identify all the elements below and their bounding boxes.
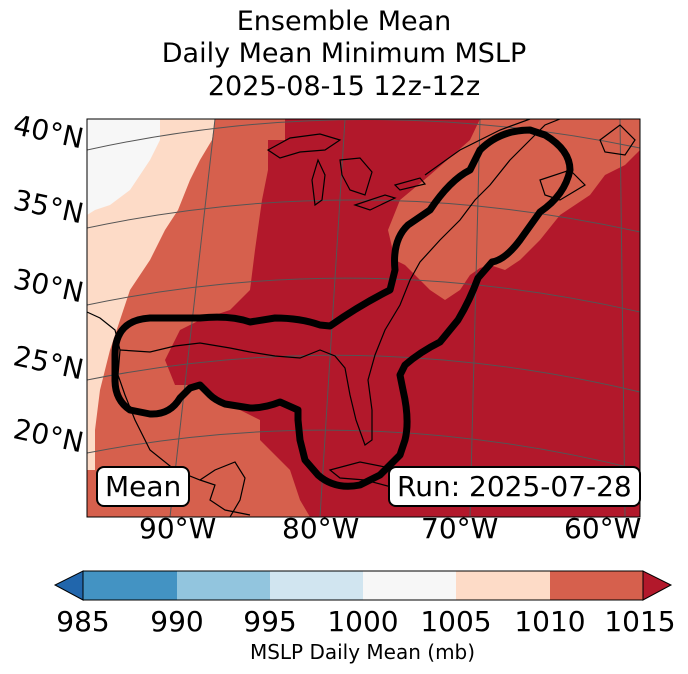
latitude-gridline-35n xyxy=(87,199,640,233)
colorbar-frame xyxy=(82,570,644,601)
longitude-gridline-60w xyxy=(619,119,626,517)
pressure-field-1005-1010 xyxy=(87,119,215,470)
coastline-gulf-north xyxy=(119,119,561,446)
colorbar-bin-1005-1010 xyxy=(456,571,550,600)
colorbar-tick-1000: 1000 xyxy=(327,605,399,638)
mean-badge: Mean xyxy=(96,466,191,507)
pressure-field-1010-1015-east xyxy=(388,119,640,300)
title-line-3: 2025-08-15 12z-12z xyxy=(207,71,481,102)
map-plot-area xyxy=(87,119,640,517)
mslp-contour-outline xyxy=(111,126,574,490)
latitude-gridlines xyxy=(87,119,640,471)
colorbar-extend-high xyxy=(642,570,673,601)
coastline-lake-huron xyxy=(339,157,373,196)
colorbar-bin-995-1000 xyxy=(270,571,363,600)
pressure-field-1000-1005 xyxy=(87,119,160,215)
colorbar-bin-1000-1005 xyxy=(363,571,456,600)
colorbar-bin-985-990 xyxy=(83,571,177,600)
lon-label-80w: 80°W xyxy=(282,512,360,545)
colorbar-tick-995: 995 xyxy=(243,605,297,638)
colorbar-tick-1010: 1010 xyxy=(514,605,586,638)
latitude-gridline-30n xyxy=(87,277,640,313)
title-line-1: Ensemble Mean xyxy=(236,6,452,37)
longitude-gridlines xyxy=(169,119,626,517)
colorbar-tick-1015: 1015 xyxy=(604,605,676,638)
coastline-yucatan xyxy=(199,461,246,517)
lon-label-90w: 90°W xyxy=(139,512,217,545)
coastline-st-lawrence xyxy=(424,119,531,176)
run-date-badge: Run: 2025-07-28 xyxy=(388,466,641,507)
colorbar-tick-990: 990 xyxy=(150,605,204,638)
coastline-lake-erie xyxy=(353,194,397,211)
colorbar xyxy=(53,570,673,601)
colorbar-tick-985: 985 xyxy=(56,605,110,638)
latitude-gridline-25n xyxy=(87,354,640,393)
coastline-lake-superior xyxy=(266,133,342,159)
colorbar-tick-1005: 1005 xyxy=(420,605,492,638)
lon-label-60w: 60°W xyxy=(564,512,642,545)
colorbar-bin-990-995 xyxy=(177,571,270,600)
coastline-lake-michigan xyxy=(311,158,326,207)
longitude-gridline-70w xyxy=(469,119,481,517)
latitude-gridline-20n xyxy=(87,429,640,471)
colorbar-bin-1010-1015 xyxy=(550,571,643,600)
coastline-nova-scotia xyxy=(539,169,586,201)
colorbar-label: MSLP Daily Mean (mb) xyxy=(249,640,476,664)
colorbar-extend-low xyxy=(53,570,84,601)
longitude-gridline-80w xyxy=(319,119,346,517)
title-line-2: Daily Mean Minimum MSLP xyxy=(161,38,527,69)
coastline-newfoundland-west xyxy=(599,124,636,156)
map-frame xyxy=(86,118,641,518)
coastline-lake-ontario xyxy=(393,177,427,191)
lon-label-70w: 70°W xyxy=(421,512,499,545)
